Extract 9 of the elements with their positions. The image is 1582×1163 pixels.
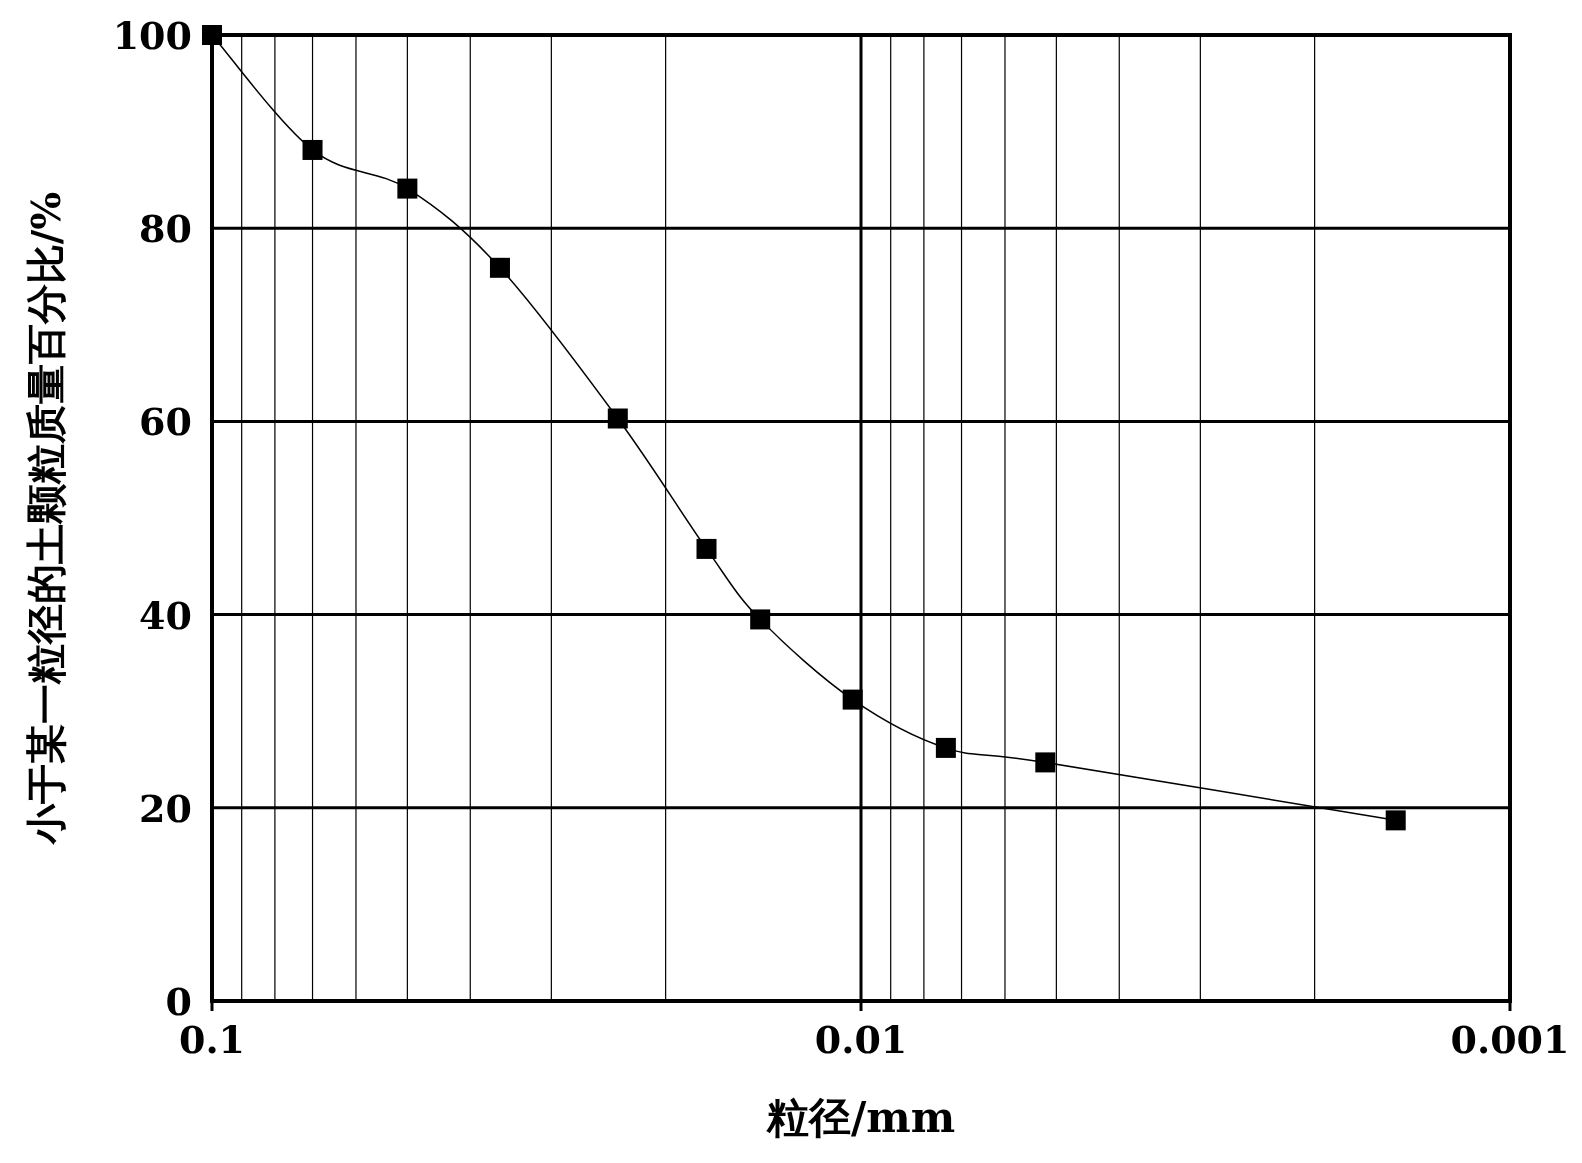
x-axis-title: 粒径/mm — [765, 1093, 956, 1142]
y-axis-title: 小于某一粒径的土颗粒质量百分比/% — [22, 191, 69, 846]
x-tick-label: 0.001 — [1450, 1017, 1570, 1062]
y-tick-label: 80 — [139, 206, 192, 252]
y-tick-label: 40 — [139, 592, 192, 638]
x-tick-label: 0.01 — [814, 1017, 908, 1062]
y-tick-label: 20 — [139, 785, 192, 831]
y-tick-label: 100 — [112, 13, 192, 58]
y-tick-label: 60 — [139, 399, 192, 445]
